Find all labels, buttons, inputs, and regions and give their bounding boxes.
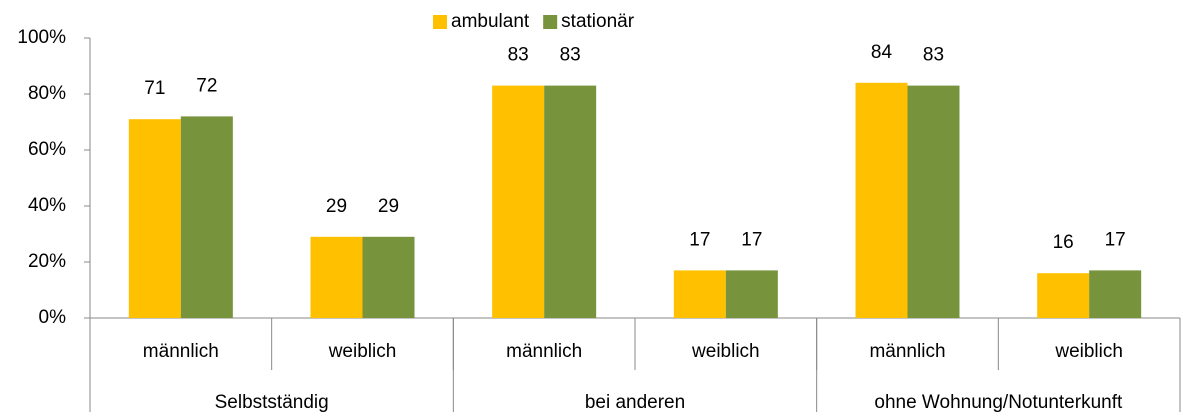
bar	[1089, 270, 1142, 318]
x-tick-label: männlich	[506, 341, 582, 362]
legend-label: stationär	[561, 11, 635, 32]
group-label: bei anderen	[585, 392, 685, 412]
legend-label: ambulant	[451, 11, 530, 32]
x-tick-label: männlich	[869, 341, 945, 362]
x-tick-label: männlich	[143, 341, 219, 362]
bar	[907, 85, 960, 318]
data-label: 17	[1105, 229, 1126, 250]
y-tick-label: 80%	[28, 83, 66, 104]
group-label: Selbstständig	[215, 392, 329, 412]
data-label: 83	[560, 45, 581, 66]
data-label: 17	[741, 229, 762, 250]
data-label: 83	[923, 45, 944, 66]
y-tick-label: 60%	[28, 139, 66, 160]
y-tick-label: 40%	[28, 195, 66, 216]
bar	[1037, 273, 1090, 318]
bar	[180, 116, 233, 319]
data-label: 84	[871, 42, 893, 63]
y-tick-label: 100%	[17, 27, 66, 48]
y-tick-label: 20%	[28, 251, 66, 272]
data-label: 17	[689, 229, 710, 250]
x-tick-label: weiblich	[1054, 341, 1123, 362]
bar	[855, 82, 908, 318]
x-tick-label: weiblich	[691, 341, 760, 362]
data-label: 29	[378, 196, 399, 217]
group-label: ohne Wohnung/Notunterkunft	[874, 392, 1123, 412]
data-label: 72	[196, 75, 217, 96]
legend-swatch	[433, 15, 447, 29]
bar	[725, 270, 778, 318]
bar	[128, 119, 181, 318]
y-tick-label: 0%	[39, 307, 67, 328]
data-label: 16	[1053, 232, 1074, 253]
bar	[673, 270, 726, 318]
bar	[362, 236, 415, 318]
legend-swatch	[543, 15, 558, 29]
bar	[492, 85, 545, 318]
bar	[310, 236, 363, 318]
x-tick-label: weiblich	[328, 341, 397, 362]
data-label: 71	[144, 78, 165, 99]
data-label: 29	[326, 196, 347, 217]
bar	[544, 85, 597, 318]
data-label: 83	[508, 45, 529, 66]
